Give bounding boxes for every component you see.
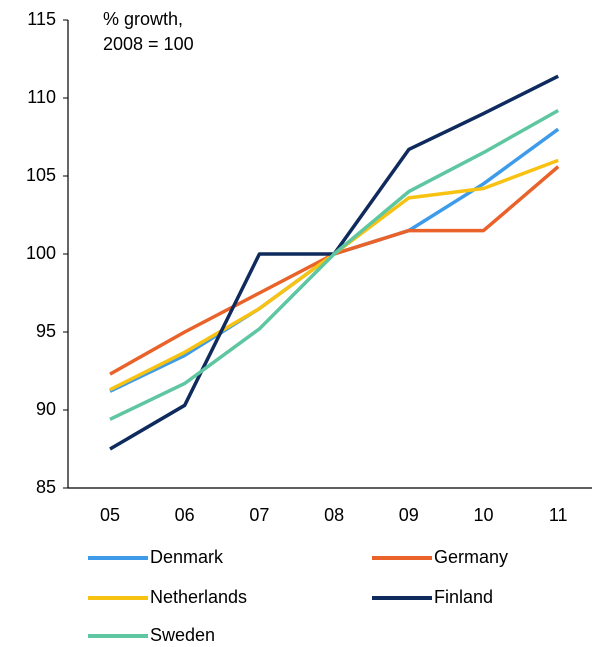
legend-label: Germany — [434, 547, 508, 567]
y-tick-label: 90 — [36, 399, 56, 419]
x-tick-label: 07 — [249, 505, 269, 525]
y-tick-label: 110 — [27, 87, 56, 107]
legend-label: Finland — [434, 587, 493, 607]
x-tick-label: 11 — [549, 505, 568, 525]
legend-label: Denmark — [150, 547, 224, 567]
annotation: 2008 = 100 — [103, 34, 194, 54]
y-tick-label: 85 — [36, 477, 56, 497]
x-tick-label: 09 — [399, 505, 419, 525]
line-series — [109, 127, 560, 393]
y-tick-label: 105 — [26, 165, 56, 185]
annotation: % growth, — [103, 9, 183, 29]
y-tick-label: 95 — [36, 321, 56, 341]
y-tick-label: 115 — [27, 9, 56, 29]
line-series — [109, 158, 559, 392]
x-tick-label: 10 — [473, 505, 493, 525]
line-series — [109, 74, 559, 451]
x-tick-label: 08 — [324, 505, 344, 525]
x-tick-label: 05 — [100, 505, 120, 525]
x-tick-label: 06 — [175, 505, 195, 525]
line-series — [109, 165, 560, 376]
line-series — [109, 108, 560, 421]
legend-label: Sweden — [150, 625, 215, 645]
y-tick-label: 100 — [26, 243, 56, 263]
legend-label: Netherlands — [150, 587, 247, 607]
